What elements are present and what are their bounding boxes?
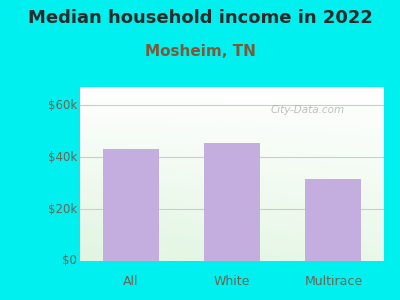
Text: Multirace: Multirace — [304, 275, 362, 288]
Text: $40k: $40k — [48, 151, 77, 164]
Bar — [306, 179, 361, 261]
Text: White: White — [214, 275, 250, 288]
Text: City-Data.com: City-Data.com — [271, 105, 345, 115]
Bar — [204, 143, 260, 261]
Text: Mosheim, TN: Mosheim, TN — [144, 44, 256, 59]
Text: $60k: $60k — [48, 99, 77, 112]
Text: $20k: $20k — [48, 202, 77, 216]
Bar — [103, 149, 158, 261]
Text: $0: $0 — [62, 254, 77, 268]
Text: Median household income in 2022: Median household income in 2022 — [28, 9, 372, 27]
Text: All: All — [123, 275, 138, 288]
